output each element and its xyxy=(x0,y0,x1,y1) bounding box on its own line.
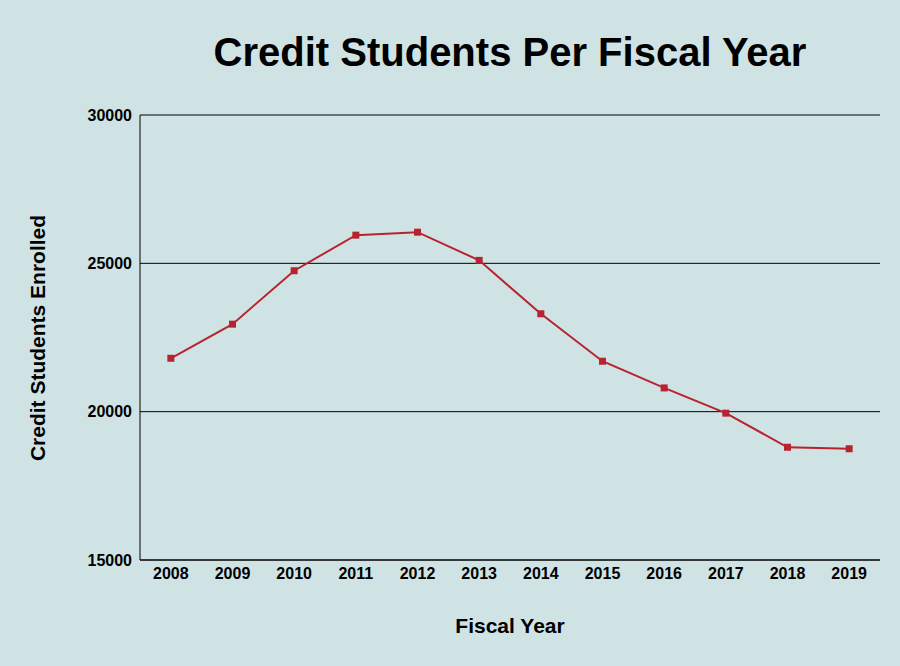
html-text:Fiscal Year: Fiscal Year xyxy=(455,614,565,637)
svg-text:30000: 30000 xyxy=(88,107,133,124)
svg-text:20000: 20000 xyxy=(88,403,133,420)
svg-text:2013: 2013 xyxy=(461,565,497,582)
svg-text:2008: 2008 xyxy=(153,565,189,582)
svg-text:2014: 2014 xyxy=(523,565,559,582)
svg-text:2018: 2018 xyxy=(770,565,806,582)
svg-text:2009: 2009 xyxy=(215,565,251,582)
html-text:Credit Students Enrolled: Credit Students Enrolled xyxy=(26,214,49,462)
svg-text:2010: 2010 xyxy=(276,565,312,582)
html-text:Credit Students Per Fiscal Yea: Credit Students Per Fiscal Year xyxy=(213,30,807,74)
svg-text:2012: 2012 xyxy=(400,565,436,582)
svg-text:25000: 25000 xyxy=(88,255,133,272)
svg-text:15000: 15000 xyxy=(88,552,133,569)
svg-text:2019: 2019 xyxy=(831,565,867,582)
svg-text:2015: 2015 xyxy=(585,565,621,582)
svg-text:2017: 2017 xyxy=(708,565,744,582)
svg-text:2011: 2011 xyxy=(338,565,373,582)
svg-text:2016: 2016 xyxy=(646,565,682,582)
